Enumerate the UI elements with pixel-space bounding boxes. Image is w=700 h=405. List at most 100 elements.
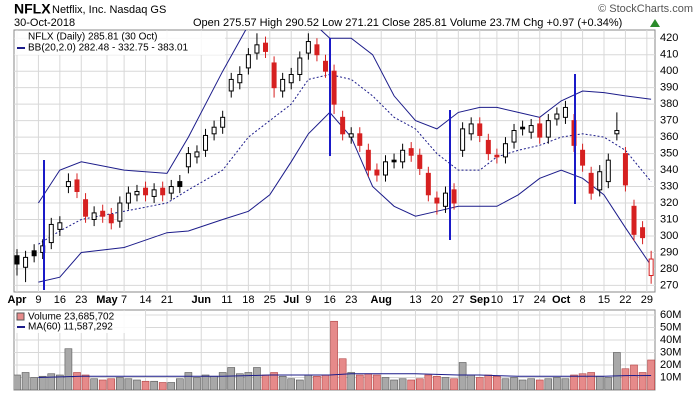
- x-tick-label: 8: [580, 294, 586, 306]
- legend-box: [15, 311, 145, 333]
- candle-body: [468, 123, 474, 135]
- volume-bar: [501, 378, 510, 390]
- y-tick-label: 390: [660, 82, 678, 94]
- x-tick-label: 15: [598, 294, 610, 306]
- candle-body: [605, 159, 611, 183]
- volume-bar: [467, 374, 475, 390]
- x-tick-label: 29: [641, 294, 653, 306]
- candle-body: [597, 171, 603, 191]
- x-tick-label: 9: [305, 294, 311, 306]
- x-tick-label: 21: [161, 294, 173, 306]
- volume-bar: [621, 368, 630, 390]
- volume-bar: [90, 378, 98, 390]
- y-tick-label: 270: [660, 279, 678, 291]
- x-tick-label: Aug: [371, 294, 392, 306]
- y-tick-label: 380: [660, 98, 678, 110]
- candle-body: [442, 192, 448, 207]
- x-tick-label: 7: [121, 294, 127, 306]
- y-tick-label: 350: [660, 147, 678, 159]
- x-tick-label: 9: [35, 294, 41, 306]
- x-tick-label: 23: [345, 294, 357, 306]
- candle-body: [408, 148, 414, 156]
- y-tick-label: 60M: [660, 309, 681, 321]
- y-tick-label: 370: [660, 115, 678, 127]
- x-tick-label: 11: [221, 294, 232, 306]
- credit: © StockCharts.com: [598, 3, 693, 15]
- candle-body: [357, 133, 363, 146]
- volume-bar: [236, 373, 244, 390]
- volume-bar: [73, 372, 81, 390]
- candle-body: [365, 149, 371, 171]
- volume-bar: [535, 379, 544, 390]
- volume-bar: [150, 380, 158, 390]
- volume-bar: [527, 378, 535, 390]
- candle-body: [211, 126, 217, 135]
- candle-body: [48, 223, 54, 244]
- volume-bar: [638, 372, 647, 390]
- volume-bar: [176, 378, 184, 390]
- volume-bar: [304, 374, 313, 390]
- plot-content: [14, 320, 655, 390]
- volume-bar: [21, 372, 30, 390]
- volume-bar: [450, 378, 458, 390]
- x-tick-label: 17: [512, 294, 524, 306]
- candle-body: [520, 126, 526, 130]
- candle-body: [74, 179, 80, 192]
- x-tick-label: Apr: [8, 294, 28, 306]
- candle-body: [537, 123, 543, 138]
- y-tick-label: 30M: [660, 346, 681, 358]
- volume-bar: [184, 372, 193, 390]
- legend-box: [15, 31, 225, 55]
- symbol: NFLX: [14, 1, 51, 17]
- candle-body: [134, 190, 140, 196]
- volume-bar: [484, 374, 493, 390]
- up-arrow: [650, 19, 660, 27]
- volume-bar: [30, 377, 38, 390]
- volume-bar: [227, 367, 236, 390]
- candle-body: [400, 149, 406, 163]
- candle-body: [14, 255, 20, 265]
- volume-bar: [218, 372, 227, 390]
- legend-entry: NFLX (Daily) 285.81 (30 Oct): [28, 32, 158, 43]
- candle-body: [622, 153, 628, 186]
- candle-body: [220, 116, 226, 128]
- candle-body: [562, 106, 568, 118]
- legend-entry: BB(20,2.0) 282.48 - 332.75 - 383.01: [28, 43, 189, 54]
- volume-bar: [441, 377, 450, 390]
- bollinger-middle: [38, 73, 652, 245]
- volume-bar: [107, 378, 116, 390]
- company-name: Netflix, Inc. Nasdaq GS: [52, 4, 166, 16]
- candle-body: [117, 202, 123, 222]
- x-tick-label: 20: [431, 294, 443, 306]
- volume-bar: [81, 374, 90, 390]
- event-markers: [43, 38, 576, 290]
- volume-bar: [278, 375, 287, 390]
- volume-bar: [270, 372, 278, 390]
- candle-body: [185, 153, 191, 168]
- candle-body: [288, 73, 294, 84]
- y-tick-label: 420: [660, 32, 678, 44]
- date: 30-Oct-2018: [14, 17, 75, 29]
- legend-entry: Volume 23,685,702: [28, 312, 115, 323]
- volume-bar: [116, 377, 124, 390]
- candle-body: [554, 113, 560, 120]
- volume-bar: [595, 375, 604, 390]
- candle-body: [580, 149, 586, 166]
- x-tick-label: Jun: [191, 294, 211, 306]
- volume-bar: [210, 375, 218, 390]
- volume-bar: [287, 378, 296, 390]
- legend-entry: MA(60) 11,587,292: [28, 322, 113, 333]
- volume-bar: [193, 377, 201, 390]
- candle-body: [305, 41, 311, 54]
- volume-bar: [364, 373, 373, 390]
- volume-bar: [330, 320, 338, 390]
- volume-bar: [390, 379, 398, 390]
- candle-body: [100, 210, 106, 217]
- volume-bar: [604, 377, 613, 390]
- volume-bar: [313, 375, 321, 390]
- volume-bar: [578, 373, 587, 390]
- candle-body: [545, 120, 551, 138]
- volume-bar: [415, 378, 424, 390]
- candle-body: [91, 212, 97, 220]
